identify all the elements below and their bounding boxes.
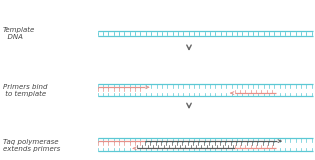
Text: Primers bind
 to template: Primers bind to template	[3, 84, 48, 97]
Text: Taq polymerase
extends primers: Taq polymerase extends primers	[3, 139, 60, 152]
Text: Template
  DNA: Template DNA	[3, 27, 35, 40]
